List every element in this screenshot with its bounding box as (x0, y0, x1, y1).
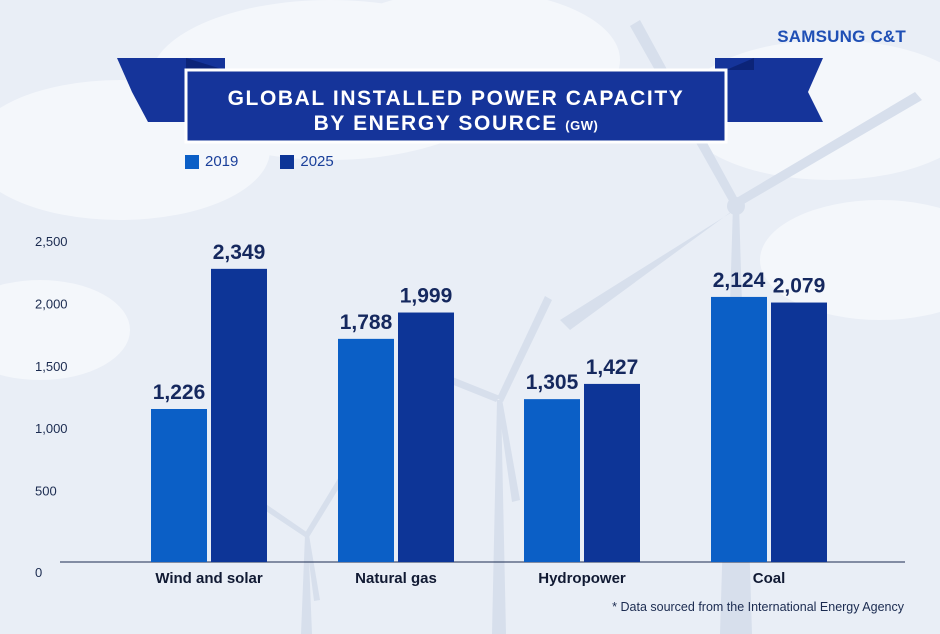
y-tick-label: 2,000 (35, 296, 68, 311)
data-label: 1,427 (586, 356, 639, 379)
banner-right-fold (726, 58, 754, 70)
bar-2025 (398, 312, 454, 562)
legend-label-2019: 2019 (205, 153, 239, 170)
y-tick-label: 500 (35, 484, 57, 499)
bar-2025 (771, 302, 827, 562)
data-label: 2,079 (773, 275, 826, 298)
bar-2019 (711, 296, 767, 562)
data-label: 2,349 (213, 241, 266, 264)
title-banner (117, 58, 823, 144)
legend-item-2019: 2019 (185, 153, 238, 170)
data-label: 1,999 (400, 285, 453, 308)
data-label: 2,124 (713, 269, 766, 292)
x-tick-label: Coal (753, 570, 786, 587)
y-tick-label: 1,000 (35, 421, 68, 436)
bar-2025 (211, 268, 267, 562)
y-tick-label: 2,500 (35, 234, 68, 249)
data-label: 1,305 (526, 371, 579, 394)
chart-title: GLOBAL INSTALLED POWER CAPACITY BY ENERG… (186, 86, 726, 138)
banner-right-tail (715, 58, 823, 122)
chart-title-unit: (GW) (565, 118, 599, 133)
legend-swatch-2025 (280, 154, 295, 169)
legend: 2019 2025 (185, 153, 334, 170)
bar-2019 (338, 338, 394, 562)
banner-left-fold (186, 58, 225, 70)
chart-title-line-1: GLOBAL INSTALLED POWER CAPACITY (227, 87, 685, 110)
x-tick-label: Natural gas (355, 570, 437, 587)
legend-item-2025: 2025 (280, 153, 334, 170)
chart-title-line-2: BY ENERGY SOURCE (GW) (186, 111, 726, 138)
brand-logo: SAMSUNG C&T (777, 27, 906, 46)
data-label: 1,226 (153, 381, 206, 404)
legend-label-2025: 2025 (300, 153, 334, 170)
bar-2025 (584, 383, 640, 562)
x-tick-label: Hydropower (538, 570, 626, 587)
y-tick-label: 1,500 (35, 359, 68, 374)
x-tick-label: Wind and solar (155, 570, 263, 587)
data-label: 1,788 (340, 311, 393, 334)
bar-2019 (151, 408, 207, 562)
bar-2019 (524, 399, 580, 562)
banner-main (184, 68, 728, 144)
footnote: * Data sourced from the International En… (612, 600, 904, 614)
legend-swatch-2019 (185, 154, 199, 169)
chart-title-line-2-text: BY ENERGY SOURCE (313, 112, 558, 135)
y-tick-label: 0 (35, 565, 42, 580)
